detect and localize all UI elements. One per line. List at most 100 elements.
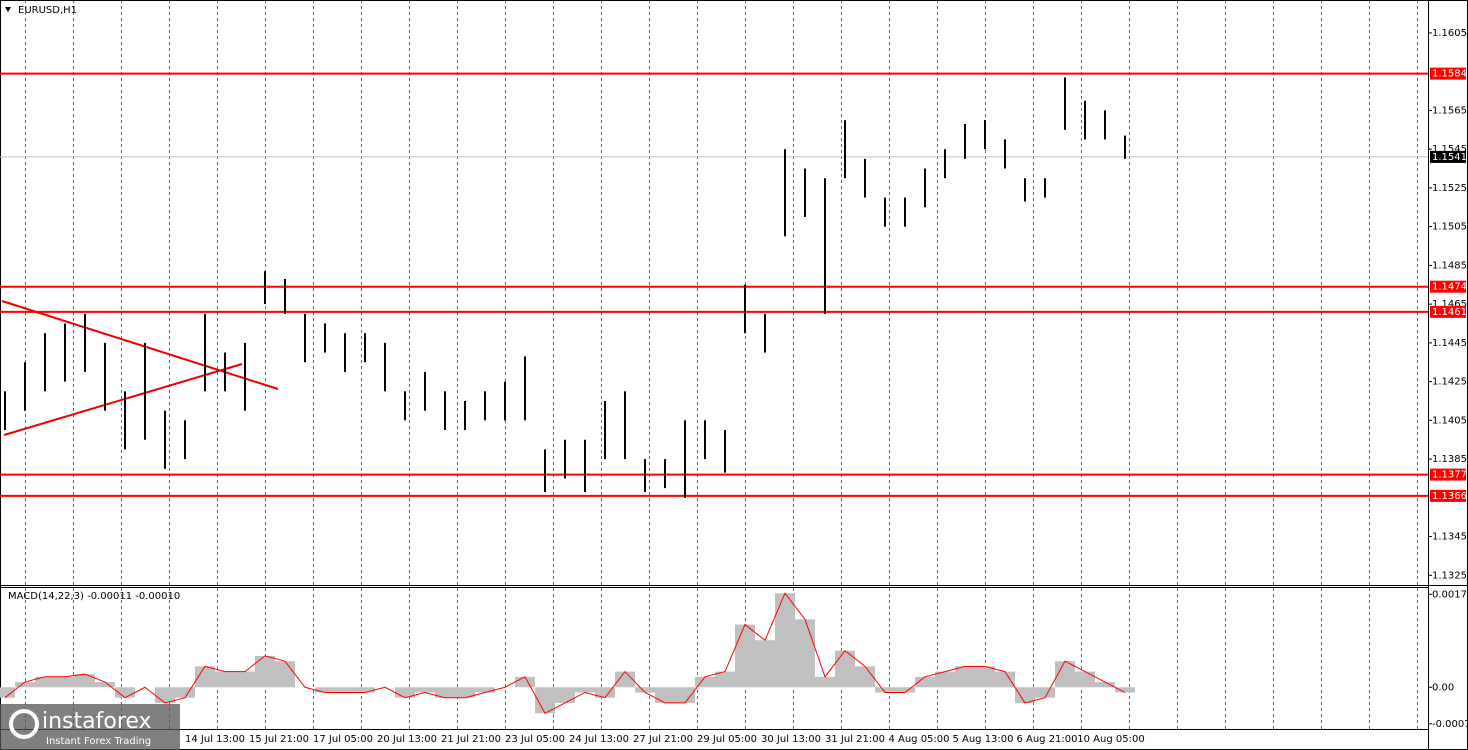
macd-bar — [995, 671, 1015, 688]
macd-bar — [175, 687, 195, 698]
macd-bar — [1015, 687, 1035, 703]
level-label: 1.1366 — [1432, 491, 1467, 502]
y-tick-label: 1.1405 — [1432, 415, 1467, 426]
level-box — [1430, 67, 1466, 80]
macd-bar — [895, 687, 915, 693]
macd-bar — [835, 650, 855, 688]
macd-bar — [795, 619, 815, 688]
macd-bar — [555, 687, 575, 703]
macd-bar — [155, 687, 175, 703]
macd-bar — [255, 655, 275, 688]
price-bar — [184, 420, 186, 460]
price-bar — [744, 284, 746, 334]
macd-bar — [715, 671, 735, 688]
macd-bar — [75, 674, 95, 688]
macd-bar — [455, 687, 475, 698]
price-bar — [1124, 135, 1126, 159]
logo-icon — [9, 709, 39, 739]
price-bar — [964, 123, 966, 159]
y-tick-label: 1.1485 — [1432, 260, 1467, 271]
price-bar — [864, 158, 866, 198]
macd-bar — [275, 661, 295, 688]
price-bar — [364, 333, 366, 363]
price-bar — [224, 352, 226, 392]
price-bar — [504, 381, 506, 421]
macd-title: MACD(14,22,3) -0.00011 -0.00010 — [8, 591, 180, 602]
price-bar — [104, 342, 106, 411]
price-bar — [44, 333, 46, 392]
price-bar — [304, 313, 306, 363]
price-bar — [284, 278, 286, 314]
logo-text: instaforex — [42, 709, 152, 734]
macd-bar — [1115, 687, 1135, 693]
price-bar — [244, 342, 246, 411]
price-bar — [384, 342, 386, 392]
price-bar — [644, 459, 646, 493]
y-tick-label: 1.1545 — [1432, 144, 1467, 155]
macd-bar — [675, 687, 695, 703]
y-tick-label: 1.1525 — [1432, 183, 1467, 194]
macd-bar — [695, 676, 715, 688]
current-price-box — [1430, 150, 1466, 163]
price-bar — [1084, 100, 1086, 140]
macd-bar — [1075, 671, 1095, 688]
macd-bar — [955, 666, 975, 688]
macd-bar — [735, 624, 755, 688]
price-bar — [684, 420, 686, 498]
macd-bar — [195, 666, 215, 688]
y-tick-label: 1.1605 — [1432, 28, 1467, 39]
y-tick-label: 1.1465 — [1432, 299, 1467, 310]
price-bar — [564, 439, 566, 479]
macd-bar — [15, 682, 35, 688]
x-tick-label: 29 Jul 05:00 — [697, 734, 757, 745]
x-tick-label: 14 Jul 13:00 — [185, 734, 245, 745]
macd-bar — [95, 682, 115, 688]
price-bar — [544, 449, 546, 493]
macd-bar — [815, 676, 835, 688]
price-bar — [624, 391, 626, 460]
macd-tick-label: -0.0007 — [1432, 719, 1468, 730]
macd-bar — [215, 671, 235, 688]
macd-bar — [655, 687, 675, 703]
price-bar — [704, 420, 706, 460]
title-arrow — [5, 7, 11, 12]
price-bar — [1064, 77, 1066, 130]
y-tick-label: 1.1425 — [1432, 377, 1467, 388]
macd-bar — [975, 666, 995, 688]
level-box — [1430, 280, 1466, 293]
x-tick-label: 20 Jul 13:00 — [377, 734, 437, 745]
macd-bar — [575, 687, 595, 693]
price-bar — [844, 120, 846, 179]
y-tick-label: 1.1385 — [1432, 454, 1467, 465]
price-bar — [764, 313, 766, 353]
macd-bar — [755, 640, 775, 688]
price-bar — [324, 323, 326, 353]
x-tick-label: 10 Aug 05:00 — [1077, 734, 1144, 745]
macd-bar — [515, 676, 535, 688]
price-bar — [444, 391, 446, 431]
trend-line — [1, 300, 279, 390]
y-tick-label: 1.1325 — [1432, 570, 1467, 581]
x-tick-label: 27 Jul 21:00 — [633, 734, 693, 745]
macd-bar — [355, 687, 375, 693]
x-tick-label: 6 Aug 21:00 — [1016, 734, 1077, 745]
macd-bar — [335, 687, 355, 693]
macd-bar — [315, 687, 335, 693]
level-label: 1.1461 — [1432, 307, 1467, 318]
x-tick-label: 15 Jul 21:00 — [249, 734, 309, 745]
macd-signal-line — [4, 592, 1126, 715]
macd-bar — [875, 687, 895, 693]
x-tick-label: 17 Jul 05:00 — [313, 734, 373, 745]
trend-line — [3, 363, 243, 436]
macd-tick-label: 0.00178 — [1432, 589, 1468, 600]
macd-bar — [475, 687, 495, 693]
price-bar — [784, 149, 786, 237]
macd-bar — [0, 687, 15, 698]
price-bar — [264, 271, 266, 305]
x-tick-label: 5 Aug 13:00 — [952, 734, 1013, 745]
macd-bar — [435, 687, 455, 698]
price-bar — [664, 459, 666, 489]
y-tick-label: 1.1565 — [1432, 105, 1467, 116]
